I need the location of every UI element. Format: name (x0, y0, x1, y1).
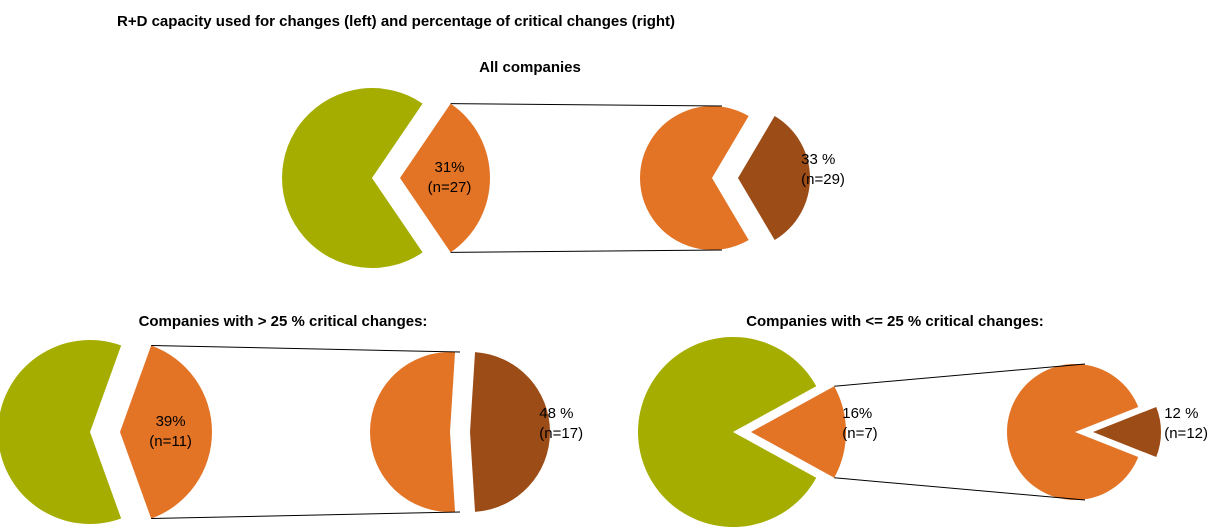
data-label-n: (n=29) (801, 171, 845, 188)
chart-title: R+D capacity used for changes (left) and… (117, 13, 675, 30)
connector (450, 249, 723, 253)
data-label: 39% (156, 413, 186, 430)
connector (151, 344, 461, 353)
pie-slice (120, 345, 213, 519)
pie-slice (400, 103, 491, 253)
pie-slice (738, 116, 810, 240)
pie-slice (1007, 364, 1139, 501)
pie-slice (640, 106, 749, 251)
pie-slice (751, 386, 847, 478)
panel-title: All companies (479, 59, 581, 76)
connector (834, 363, 1086, 387)
connector (450, 103, 723, 107)
data-label: 33 % (801, 151, 835, 168)
connector (151, 511, 461, 520)
data-label: 48 % (539, 405, 573, 422)
data-label: 12 % (1164, 405, 1198, 422)
data-label-n: (n=11) (149, 433, 192, 450)
data-label-n: (n=7) (842, 425, 877, 442)
data-label-n: (n=17) (539, 425, 583, 442)
pie-slice (282, 88, 423, 269)
connector (834, 477, 1086, 501)
pie-slice (638, 337, 817, 527)
pie-slice (0, 340, 122, 524)
pie-slice (1093, 406, 1162, 458)
data-label-n: (n=27) (428, 179, 472, 196)
panel-title: Companies with > 25 % critical changes: (139, 313, 428, 330)
data-label-n: (n=12) (1164, 425, 1208, 442)
pie-slice (470, 352, 551, 512)
data-label: 31% (434, 159, 464, 176)
data-label: 16% (842, 405, 872, 422)
pie-slice (370, 352, 456, 512)
panel-title: Companies with <= 25 % critical changes: (746, 313, 1044, 330)
